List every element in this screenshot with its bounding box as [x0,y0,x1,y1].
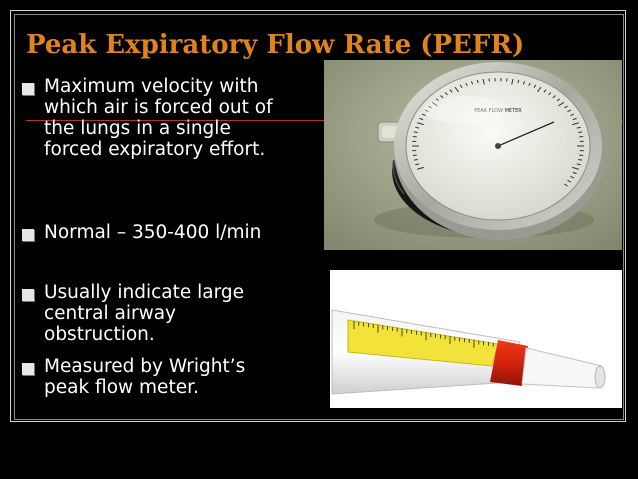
dial-tick [417,122,424,126]
bullet-text: Normal – 350-400 l/min [44,222,262,243]
dial-tick [459,84,463,89]
dial-tick [435,98,440,102]
bullet-square-icon [22,363,34,375]
dial-tick [440,95,444,99]
dial-tick [415,163,420,166]
dial-tick [556,98,561,102]
bullet-square-icon [22,289,34,301]
bullet-item-definition: Maximum velocity with which air is force… [22,76,322,160]
dial-tick [564,183,568,187]
wright-meter-illustration: PEAK FLOW METER [324,60,622,250]
dial-tick [413,158,418,161]
dial-tick [558,101,565,107]
bullet-text: Usually indicate large central airway ob… [44,282,245,345]
dial-tick [449,89,453,93]
dial-tick [413,131,418,134]
dial-tick [570,113,575,117]
bullet-item-measurement: Measured by Wright’s peak flow meter. [22,356,322,398]
dial-tick [552,95,556,99]
dial-tick [548,92,552,96]
svg-text:PEAK FLOW METER: PEAK FLOW METER [474,108,522,114]
dial-tick [482,78,485,85]
dial-tick [572,166,579,170]
dial-tick [465,82,468,87]
dial-tick [572,122,579,126]
dial-tick [417,166,424,170]
slide-outer-frame [10,10,626,422]
dial-tick [572,117,577,121]
dial-tick [419,117,424,121]
dial-tick [428,105,432,109]
mini-meter-illustration [330,270,622,408]
bullet-square-icon [22,83,34,95]
dial-tick [578,158,583,161]
dial-tick [528,82,531,87]
dial-tick [543,89,547,93]
dial-tick [431,101,438,107]
mini-peak-flow-meter-photo [330,270,622,408]
bullet-text: Maximum velocity with which air is force… [44,76,273,160]
dial-tick [511,78,514,85]
slide-title: Peak Expiratory Flow Rate (PEFR) [26,30,525,60]
dial-tick [576,126,581,129]
dial-tick [470,81,474,85]
dial-tick [421,113,426,117]
slide-inner-frame [14,14,624,420]
bullet-square-icon [22,229,34,241]
dial-tick [424,109,429,113]
dial-tick [522,81,526,85]
wright-peak-flow-meter-photo: PEAK FLOW METER [324,60,622,250]
dial-tick [576,163,581,166]
bullet-text: Measured by Wright’s peak flow meter. [44,356,246,398]
dial-tick [570,175,575,179]
dial-tick [476,79,479,84]
dial-tick [537,86,542,93]
dial-tick [517,79,520,84]
dial-tick [444,92,448,96]
dial-tick [567,179,572,183]
dial-tick [533,84,537,89]
dial-tick [578,131,583,134]
dial-tick [415,126,420,129]
bullet-item-indication: Usually indicate large central airway ob… [22,282,322,345]
bullet-item-normal-range: Normal – 350-400 l/min [22,222,322,243]
dial-tick [567,109,572,113]
dial-tick [572,171,577,175]
dial-tick [564,105,568,109]
dial-tick [454,86,459,93]
